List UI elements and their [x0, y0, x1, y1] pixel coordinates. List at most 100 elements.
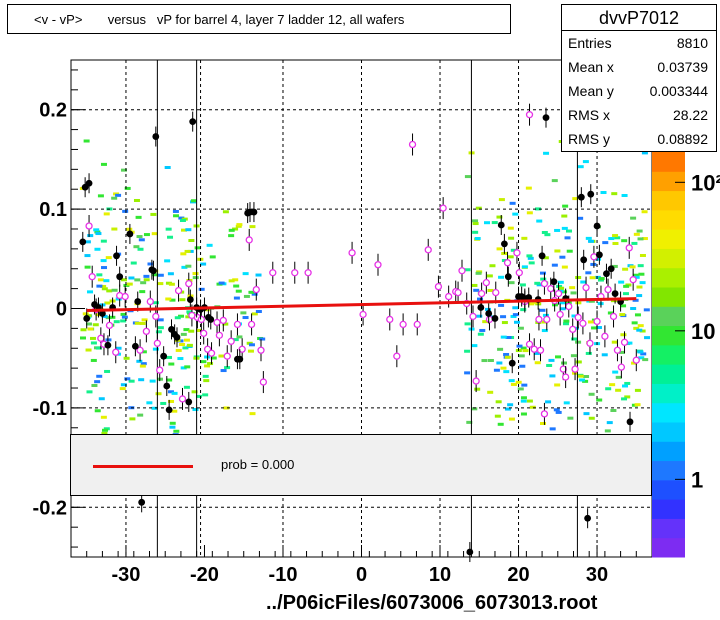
open-point	[625, 244, 633, 252]
palette-swatch	[652, 306, 685, 327]
density-cell	[541, 230, 548, 234]
density-cell	[236, 223, 243, 227]
density-cell	[246, 341, 253, 345]
stats-value: 8810	[676, 35, 708, 51]
density-cell	[520, 399, 527, 403]
density-cell	[89, 336, 96, 340]
y-tick-label: 0.1	[39, 199, 67, 221]
density-cell	[134, 321, 141, 325]
density-cell	[508, 417, 515, 421]
density-cell	[527, 256, 534, 260]
density-cell	[477, 297, 484, 301]
density-cell	[236, 335, 243, 339]
density-cell	[150, 212, 157, 216]
open-point	[444, 292, 453, 301]
density-cell	[166, 378, 173, 382]
open-point	[85, 222, 93, 230]
filled-point	[85, 179, 93, 187]
density-cell	[196, 328, 203, 332]
density-cell	[517, 387, 524, 391]
open-point	[393, 352, 401, 360]
density-cell	[137, 413, 144, 417]
density-cell	[121, 315, 128, 319]
palette-label: 10²	[691, 170, 720, 195]
density-cell	[105, 316, 112, 320]
density-cell	[174, 316, 181, 320]
density-cell	[543, 151, 550, 155]
density-cell	[111, 288, 118, 292]
open-point	[200, 329, 208, 338]
filled-point	[491, 315, 499, 322]
palette-swatch	[652, 287, 685, 307]
open-point	[223, 352, 231, 360]
open-point	[515, 269, 523, 277]
density-cell	[521, 236, 528, 240]
density-cell	[614, 236, 621, 240]
density-cell	[143, 278, 150, 282]
density-cell	[464, 268, 471, 272]
density-cell	[141, 318, 148, 322]
filled-point	[134, 298, 142, 305]
density-cell	[620, 304, 627, 308]
open-point	[559, 365, 567, 373]
density-cell	[572, 197, 579, 201]
density-cell	[126, 282, 133, 286]
density-cell	[637, 237, 644, 241]
density-cell	[180, 252, 187, 256]
density-cell	[481, 359, 488, 363]
density-cell	[464, 322, 471, 326]
density-cell	[526, 254, 533, 258]
density-cell	[498, 303, 505, 307]
density-cell	[235, 224, 242, 228]
density-cell	[100, 162, 107, 166]
filled-point	[477, 304, 485, 311]
palette-swatch	[652, 441, 685, 462]
density-cell	[475, 206, 482, 210]
density-cell	[190, 199, 197, 203]
density-cell	[634, 313, 641, 317]
open-point	[121, 292, 129, 301]
density-cell	[510, 382, 517, 386]
density-cell	[224, 366, 231, 370]
density-cell	[539, 308, 546, 312]
filled-point	[104, 341, 112, 349]
density-cell	[567, 416, 574, 420]
density-cell	[605, 387, 612, 391]
density-cell	[183, 338, 190, 342]
density-cell	[504, 407, 511, 411]
density-cell	[591, 326, 598, 330]
palette-swatch	[652, 152, 685, 172]
density-cell	[186, 343, 193, 347]
density-cell	[515, 380, 522, 384]
density-cell	[188, 329, 195, 333]
density-cell	[638, 272, 645, 276]
filled-point	[611, 290, 619, 297]
density-cell	[607, 311, 614, 315]
density-cell	[626, 341, 633, 345]
open-point	[540, 279, 549, 288]
density-cell	[570, 291, 577, 295]
density-cell	[242, 316, 249, 320]
density-cell	[563, 319, 570, 323]
density-cell	[521, 383, 528, 387]
open-point	[454, 288, 462, 297]
density-cell	[157, 273, 164, 277]
density-cell	[79, 336, 86, 340]
stats-name: dvvP7012	[562, 5, 716, 31]
density-cell	[583, 375, 590, 379]
palette-swatch	[652, 344, 685, 365]
density-cell	[594, 275, 601, 279]
density-cell	[526, 399, 533, 403]
density-cell	[621, 239, 628, 243]
density-cell	[120, 278, 127, 282]
density-cell	[240, 311, 247, 315]
filled-point	[500, 240, 508, 248]
density-cell	[610, 408, 617, 412]
open-point	[629, 276, 637, 284]
density-cell	[519, 364, 526, 368]
density-cell	[143, 233, 150, 237]
density-cell	[232, 338, 239, 342]
density-cell	[128, 276, 135, 280]
density-cell	[534, 281, 541, 285]
density-cell	[195, 394, 202, 398]
